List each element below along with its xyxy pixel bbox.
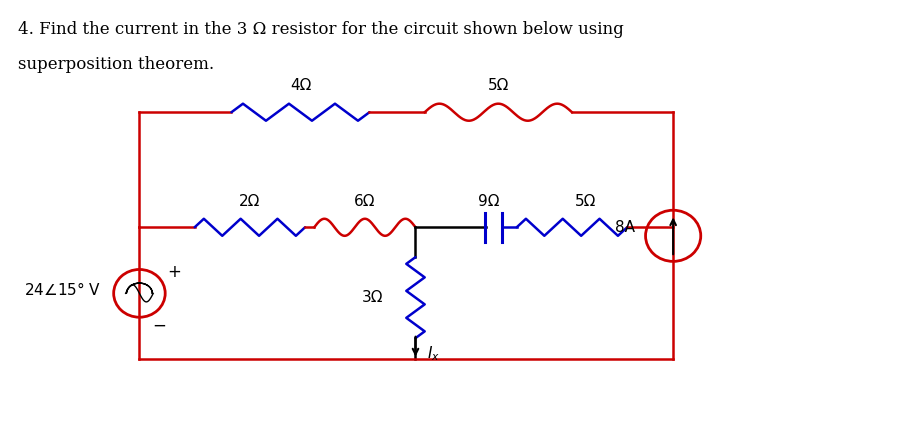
Text: −: − — [152, 317, 167, 335]
Text: 9Ω: 9Ω — [478, 193, 500, 208]
Text: $I_x$: $I_x$ — [426, 344, 439, 363]
Text: 3Ω: 3Ω — [362, 290, 383, 305]
Text: 4Ω: 4Ω — [290, 79, 311, 94]
Text: 6Ω: 6Ω — [354, 193, 376, 208]
Text: +: + — [167, 263, 181, 281]
Text: 8A: 8A — [615, 220, 634, 235]
Text: 4. Find the current in the 3 Ω resistor for the circuit shown below using: 4. Find the current in the 3 Ω resistor … — [18, 21, 624, 39]
Text: superposition theorem.: superposition theorem. — [18, 56, 214, 73]
Text: 24$\angle$15° V: 24$\angle$15° V — [23, 281, 101, 298]
Text: 2Ω: 2Ω — [239, 193, 260, 208]
Text: 5Ω: 5Ω — [487, 79, 509, 94]
Text: 5Ω: 5Ω — [575, 193, 596, 208]
